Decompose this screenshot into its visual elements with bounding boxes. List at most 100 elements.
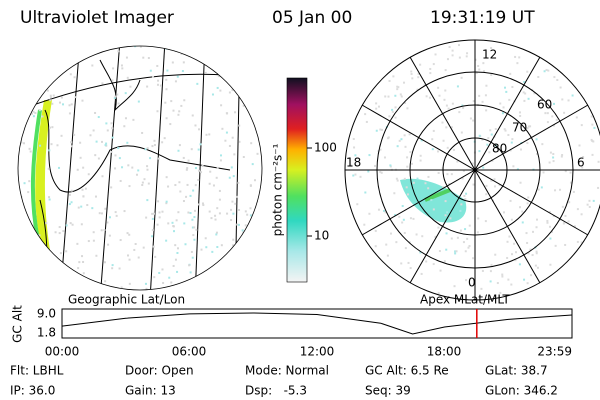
speckle bbox=[182, 61, 185, 64]
speckle bbox=[39, 144, 42, 147]
speckle bbox=[514, 55, 517, 58]
speckle bbox=[235, 195, 238, 198]
speckle bbox=[551, 115, 554, 118]
speckle bbox=[24, 76, 27, 79]
status-field: Seq: 39 bbox=[365, 384, 411, 398]
speckle bbox=[592, 199, 595, 202]
speckle bbox=[214, 214, 217, 217]
speckle bbox=[40, 69, 43, 72]
speckle bbox=[484, 220, 487, 223]
speckle bbox=[47, 270, 50, 273]
speckle bbox=[177, 149, 180, 152]
speckle bbox=[580, 213, 583, 216]
speckle bbox=[567, 220, 570, 223]
speckle bbox=[173, 230, 176, 233]
speckle bbox=[478, 134, 481, 137]
speckle bbox=[106, 221, 109, 224]
speckle bbox=[501, 275, 504, 278]
speckle bbox=[151, 212, 154, 215]
speckle bbox=[591, 139, 594, 142]
speckle bbox=[101, 175, 104, 178]
speckle bbox=[471, 257, 474, 260]
speckle bbox=[429, 67, 432, 70]
speckle bbox=[150, 235, 153, 238]
speckle bbox=[384, 95, 387, 98]
speckle bbox=[396, 145, 399, 148]
speckle bbox=[403, 81, 406, 84]
speckle bbox=[448, 46, 451, 49]
speckle bbox=[141, 184, 144, 187]
speckle bbox=[62, 230, 65, 233]
speckle bbox=[419, 154, 422, 157]
speckle bbox=[450, 237, 453, 240]
speckle bbox=[259, 72, 262, 75]
speckle bbox=[591, 123, 594, 126]
speckle bbox=[24, 96, 27, 99]
speckle bbox=[482, 166, 485, 169]
speckle bbox=[49, 96, 52, 99]
speckle bbox=[459, 229, 462, 232]
speckle bbox=[406, 107, 409, 110]
speckle bbox=[480, 287, 483, 290]
speckle bbox=[246, 213, 249, 216]
speckle bbox=[391, 108, 394, 111]
speckle bbox=[519, 206, 522, 209]
speckle bbox=[172, 109, 175, 112]
speckle bbox=[161, 268, 164, 271]
speckle bbox=[209, 170, 212, 173]
speckle bbox=[588, 199, 591, 202]
speckle bbox=[228, 91, 231, 94]
speckle bbox=[546, 221, 549, 224]
speckle bbox=[168, 276, 171, 279]
speckle bbox=[105, 142, 108, 145]
speckle bbox=[167, 222, 170, 225]
speckle bbox=[442, 186, 445, 189]
speckle bbox=[251, 225, 254, 228]
speckle bbox=[263, 63, 265, 65]
speckle bbox=[188, 264, 191, 267]
speckle bbox=[187, 159, 190, 162]
speckle bbox=[211, 93, 214, 96]
speckle bbox=[40, 272, 43, 275]
speckle bbox=[354, 154, 357, 157]
speckle bbox=[218, 212, 221, 215]
speckle bbox=[531, 230, 534, 233]
speckle bbox=[260, 94, 262, 97]
speckle bbox=[546, 112, 549, 115]
speckle bbox=[128, 185, 131, 188]
speckle bbox=[393, 192, 396, 195]
speckle bbox=[383, 209, 386, 212]
speckle bbox=[446, 58, 449, 61]
speckle bbox=[100, 140, 103, 143]
oval bbox=[424, 188, 451, 202]
speckle bbox=[134, 46, 137, 48]
speckle bbox=[82, 272, 85, 275]
speckle bbox=[176, 270, 179, 273]
speckle bbox=[499, 291, 502, 294]
speckle bbox=[456, 85, 459, 88]
speckle bbox=[165, 176, 168, 179]
globe-limb bbox=[17, 45, 263, 291]
speckle bbox=[490, 74, 493, 77]
speckle bbox=[211, 250, 214, 253]
speckle bbox=[253, 54, 256, 57]
speckle bbox=[569, 181, 572, 184]
speckle bbox=[465, 279, 468, 282]
speckle bbox=[204, 71, 207, 74]
speckle bbox=[571, 94, 574, 97]
speckle bbox=[106, 129, 109, 132]
speckle bbox=[94, 195, 97, 198]
speckle bbox=[466, 52, 469, 55]
speckle bbox=[509, 149, 512, 152]
speckle bbox=[478, 150, 481, 153]
speckle bbox=[428, 96, 431, 99]
speckle bbox=[194, 124, 197, 127]
speckle bbox=[352, 137, 355, 140]
speckle bbox=[128, 258, 131, 261]
date: 05 Jan 00 bbox=[272, 8, 352, 28]
speckle bbox=[385, 243, 388, 246]
speckle bbox=[20, 270, 23, 273]
speckle bbox=[142, 56, 145, 59]
speckle bbox=[103, 228, 106, 231]
speckle bbox=[115, 214, 118, 217]
